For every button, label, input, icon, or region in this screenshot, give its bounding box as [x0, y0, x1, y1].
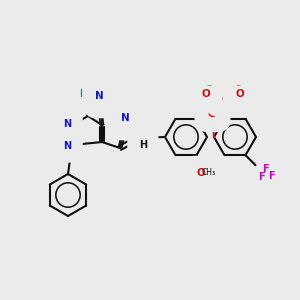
Text: F: F — [262, 164, 269, 174]
Text: O: O — [235, 89, 244, 99]
Text: H: H — [139, 140, 147, 150]
Text: O: O — [196, 168, 205, 178]
Text: N: N — [94, 91, 103, 101]
Text: C: C — [96, 98, 102, 107]
Text: N: N — [218, 94, 227, 104]
Text: +: + — [224, 92, 231, 101]
Text: N: N — [63, 141, 71, 151]
Text: O: O — [208, 109, 217, 119]
Text: N: N — [63, 119, 71, 129]
Text: ⁻: ⁻ — [206, 83, 211, 93]
Text: CH₃: CH₃ — [201, 168, 216, 177]
Text: F: F — [268, 171, 275, 181]
Text: N: N — [73, 93, 81, 103]
Text: H: H — [79, 89, 87, 99]
Text: F: F — [258, 172, 265, 182]
Text: N: N — [121, 113, 129, 123]
Text: O: O — [201, 89, 210, 99]
Text: C: C — [122, 121, 128, 130]
Text: H: H — [67, 96, 75, 106]
Text: ⁻: ⁻ — [235, 83, 240, 93]
